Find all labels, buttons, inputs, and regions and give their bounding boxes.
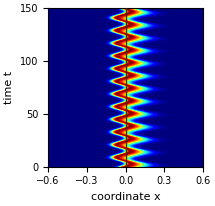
Y-axis label: time t: time t — [4, 71, 14, 104]
X-axis label: coordinate x: coordinate x — [91, 192, 160, 202]
